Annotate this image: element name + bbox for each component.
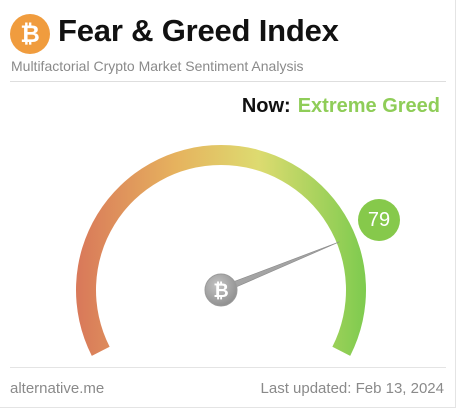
footer-divider <box>10 367 446 368</box>
gauge-value-badge: 79 <box>358 199 400 241</box>
current-status: Now: Extreme Greed <box>242 95 440 118</box>
now-value: Extreme Greed <box>297 95 440 117</box>
source-link[interactable]: alternative.me <box>10 380 105 397</box>
gauge-needle <box>230 241 340 289</box>
page-title: Fear & Greed Index <box>58 13 339 48</box>
last-updated: Last updated: Feb 13, 2024 <box>260 380 444 397</box>
bitcoin-logo-icon: ₿ <box>10 14 50 54</box>
now-label: Now: <box>241 95 291 117</box>
gauge-hub: ₿ <box>204 273 238 307</box>
header-divider <box>10 81 446 82</box>
gauge-arc <box>76 145 366 356</box>
hub-bitcoin-icon: ₿ <box>213 280 228 302</box>
svg-text:₿: ₿ <box>20 20 40 48</box>
page-subtitle: Multifactorial Crypto Market Sentiment A… <box>11 58 304 74</box>
